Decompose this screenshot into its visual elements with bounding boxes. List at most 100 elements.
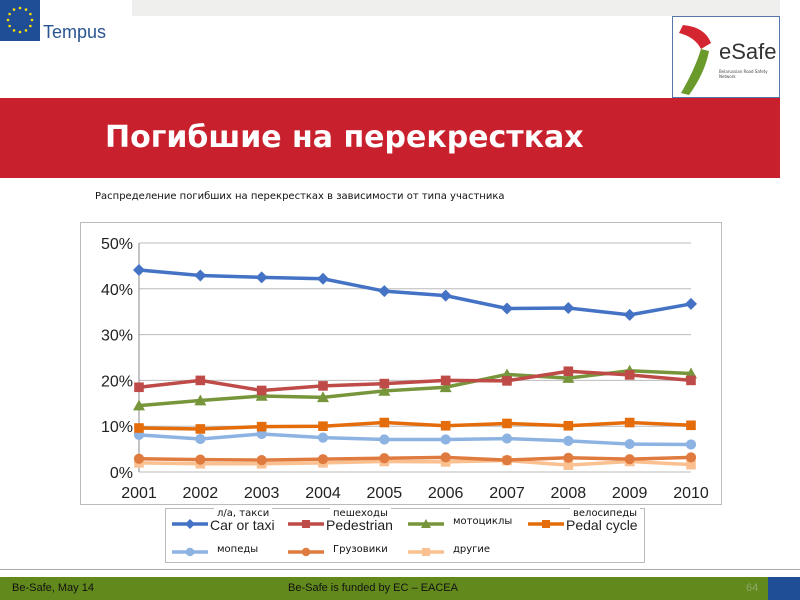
data-point (623, 308, 636, 321)
series-line (138, 458, 692, 467)
star-icon (24, 8, 28, 11)
data-point (440, 420, 451, 431)
data-point (255, 389, 268, 401)
data-point (440, 434, 451, 445)
data-point (624, 438, 635, 450)
data-point (685, 297, 697, 310)
footer-funding: Be-Safe is funded by EC – EACEA (288, 582, 458, 594)
y-tick-label: 20% (101, 373, 133, 390)
star-icon (6, 18, 10, 22)
y-tick-label: 0% (110, 465, 133, 482)
legend-label: другие (450, 544, 494, 555)
top-bar (132, 0, 780, 16)
legend-underlay-label: Car or taxi (210, 517, 275, 533)
y-tick-label: 50% (101, 236, 133, 253)
x-tick-label: 2006 (428, 485, 464, 502)
y-tick-label: 10% (101, 419, 133, 436)
data-point (686, 375, 696, 386)
title-banner: Погибшие на перекрестках (0, 98, 780, 178)
data-point (563, 452, 574, 463)
eu-flag-small (768, 577, 800, 600)
x-tick-label: 2004 (305, 485, 341, 502)
data-point (256, 385, 267, 396)
data-point (379, 378, 390, 389)
legend-marker (528, 520, 564, 528)
star-icon (8, 12, 11, 16)
data-point (133, 264, 145, 277)
x-tick-label: 2002 (183, 485, 219, 502)
data-point (379, 417, 390, 428)
legend-marker (408, 548, 444, 556)
x-tick-label: 2003 (244, 485, 280, 502)
series-Грузовики (133, 452, 697, 466)
esafe-logo: eSafe Belarussian Road Safety Network (672, 16, 780, 98)
data-point (501, 454, 513, 466)
data-point (440, 375, 451, 386)
line-chart: 0% 10% 20% 30% 40% 50% 2001 2002 2003 2004 2005 200… (101, 236, 709, 502)
footer: Be-Safe, May 14 Be-Safe is funded by EC … (0, 577, 800, 600)
x-tick-label: 2005 (367, 485, 403, 502)
y-tick-label: 40% (101, 282, 133, 299)
series-велосипеды (134, 417, 696, 434)
x-tick-label: 2007 (489, 485, 525, 502)
data-point (562, 302, 575, 315)
series-пешеходы (134, 366, 696, 396)
data-point (501, 302, 513, 315)
data-point (134, 382, 144, 393)
data-point (134, 423, 144, 433)
data-point (255, 271, 268, 284)
data-point (563, 420, 574, 431)
data-point (378, 384, 391, 396)
star-icon (30, 18, 34, 22)
legend-label: л/а, такси (214, 508, 273, 519)
y-tick-label: 30% (101, 328, 133, 345)
data-point (195, 424, 206, 434)
data-point (195, 375, 206, 386)
data-point (624, 370, 635, 380)
data-point (195, 433, 206, 445)
data-point (317, 454, 329, 465)
page-title: Погибшие на перекрестках (105, 120, 584, 155)
legend-label: велосипеды (570, 508, 641, 519)
series-line (138, 369, 692, 393)
series-line (138, 455, 692, 462)
data-point (439, 289, 452, 302)
legend-underlay-label: Pedal cycle (566, 517, 638, 533)
star-icon (12, 29, 16, 32)
legend-underlay-label: Pedestrian (326, 517, 393, 533)
star-icon (12, 8, 16, 11)
data-point (318, 421, 328, 431)
data-point (685, 439, 697, 450)
legend-label: мотоциклы (450, 516, 516, 527)
footer-date: Be-Safe, May 14 (12, 582, 94, 594)
star-icon (29, 12, 32, 16)
series-line (138, 268, 692, 317)
data-point (133, 399, 145, 411)
series-line (138, 432, 692, 447)
x-tick-label: 2010 (673, 485, 709, 502)
data-point (502, 376, 512, 386)
series-мопеды (133, 428, 697, 450)
x-tick-label: 2008 (551, 485, 587, 502)
series-line (138, 420, 692, 431)
data-point (563, 366, 574, 377)
data-point (440, 452, 451, 463)
legend-marker (408, 519, 444, 528)
chart-subtitle: Распределение погибших на перекрестках в… (95, 191, 505, 202)
data-point (133, 453, 145, 464)
x-tick-label: 2001 (121, 485, 157, 502)
data-point (562, 372, 575, 383)
data-point (439, 381, 452, 393)
data-point (502, 418, 512, 429)
data-point (195, 454, 206, 465)
page-number: 64 (746, 582, 759, 594)
data-point (317, 391, 329, 403)
series-л/а, такси (133, 264, 697, 321)
star-icon (8, 24, 11, 28)
data-point (317, 432, 329, 443)
data-point (563, 460, 574, 470)
star-icon (18, 6, 22, 10)
legend-marker (172, 547, 208, 557)
legend-marker (172, 519, 208, 529)
data-point (256, 454, 267, 466)
